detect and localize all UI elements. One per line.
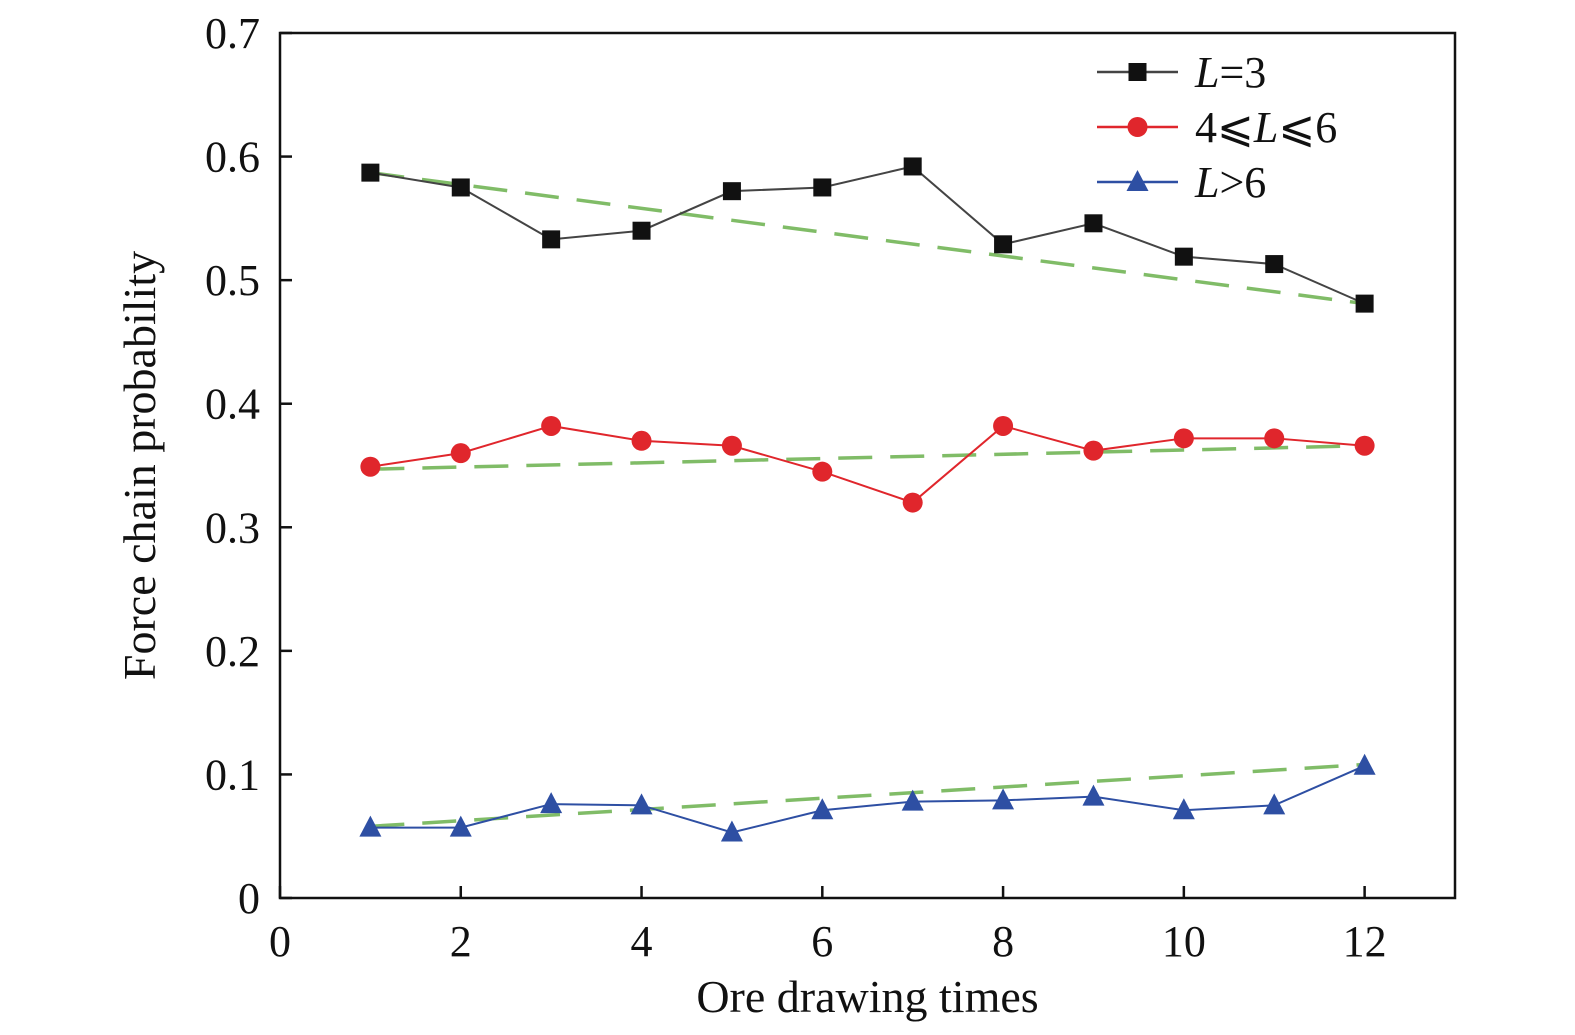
data-point bbox=[541, 415, 562, 436]
data-point bbox=[1355, 294, 1374, 313]
data-point bbox=[359, 815, 382, 837]
data-point bbox=[901, 789, 924, 811]
data-point bbox=[360, 456, 381, 477]
trendline bbox=[370, 443, 1365, 471]
data-point bbox=[450, 443, 471, 464]
x-tick-label: 2 bbox=[450, 917, 472, 966]
data-point bbox=[631, 430, 652, 451]
data-point bbox=[994, 235, 1013, 254]
x-tick-label: 4 bbox=[631, 917, 653, 966]
data-point bbox=[722, 182, 741, 201]
data-point bbox=[540, 792, 563, 814]
trendline bbox=[370, 170, 1365, 306]
data-point bbox=[1083, 440, 1104, 461]
series-line bbox=[370, 165, 1366, 305]
axes: 0 2 4 6 8 10 12 0 0.1 0.2 0.3 0.4 0.5 0.6 0.7 bbox=[205, 9, 1387, 966]
y-tick-label: 0.4 bbox=[205, 380, 260, 429]
legend-item: 4⩽L⩽6 bbox=[1097, 103, 1337, 152]
data-point bbox=[721, 435, 742, 456]
x-tick-label: 8 bbox=[992, 917, 1014, 966]
data-point bbox=[811, 798, 834, 820]
data-point bbox=[902, 492, 923, 513]
legend-item: L>6 bbox=[1097, 158, 1266, 207]
trendline bbox=[370, 762, 1365, 829]
x-tick-label: 0 bbox=[269, 917, 291, 966]
plot-frame bbox=[278, 31, 1457, 900]
data-point bbox=[1263, 793, 1286, 815]
legend-label: L>6 bbox=[1194, 158, 1266, 207]
data-point bbox=[1353, 753, 1376, 775]
series-line bbox=[370, 424, 1365, 504]
legend-marker bbox=[1126, 170, 1149, 191]
data-point bbox=[1082, 784, 1105, 806]
data-point bbox=[813, 178, 832, 197]
data-point bbox=[812, 461, 833, 482]
y-tick-label: 0.2 bbox=[205, 627, 260, 676]
data-point bbox=[449, 815, 472, 837]
y-tick-label: 0.3 bbox=[205, 503, 260, 552]
x-tick-label: 6 bbox=[811, 917, 833, 966]
data-point bbox=[993, 415, 1014, 436]
legend-label: L=3 bbox=[1194, 48, 1266, 97]
trendlines bbox=[370, 170, 1365, 829]
data-point bbox=[1172, 798, 1195, 820]
x-axis-title: Ore drawing times bbox=[696, 971, 1038, 1022]
legend-label: 4⩽L⩽6 bbox=[1195, 103, 1337, 152]
y-tick-label: 0 bbox=[238, 874, 260, 923]
series-1 bbox=[361, 157, 1374, 313]
data-point bbox=[720, 820, 743, 842]
data-point bbox=[632, 221, 651, 240]
legend-marker bbox=[1128, 63, 1147, 81]
y-tick-label: 0.5 bbox=[205, 256, 260, 305]
legend-item: L=3 bbox=[1097, 48, 1266, 97]
data-point bbox=[451, 178, 470, 197]
series-line bbox=[370, 764, 1366, 834]
series-group bbox=[359, 157, 1376, 842]
series-3 bbox=[359, 753, 1376, 842]
y-axis-title: Force chain probability bbox=[114, 251, 165, 680]
data-point bbox=[1084, 214, 1103, 233]
x-tick-label: 10 bbox=[1162, 917, 1206, 966]
y-tick-label: 0.7 bbox=[205, 9, 260, 58]
data-point bbox=[1265, 255, 1284, 274]
legend-marker bbox=[1127, 117, 1148, 137]
data-point bbox=[903, 157, 922, 176]
data-point bbox=[1173, 428, 1194, 449]
y-tick-label: 0.1 bbox=[205, 750, 260, 799]
data-point bbox=[992, 788, 1015, 810]
data-point bbox=[361, 163, 380, 182]
legend: L=3 4⩽L⩽6 L>6 bbox=[1097, 48, 1337, 207]
data-point bbox=[630, 793, 653, 815]
data-point bbox=[1354, 435, 1375, 456]
data-point bbox=[542, 230, 561, 249]
y-tick-label: 0.6 bbox=[205, 133, 260, 182]
data-point bbox=[1264, 428, 1285, 449]
x-tick-label: 12 bbox=[1343, 917, 1387, 966]
data-point bbox=[1174, 247, 1193, 266]
series-2 bbox=[360, 415, 1375, 513]
